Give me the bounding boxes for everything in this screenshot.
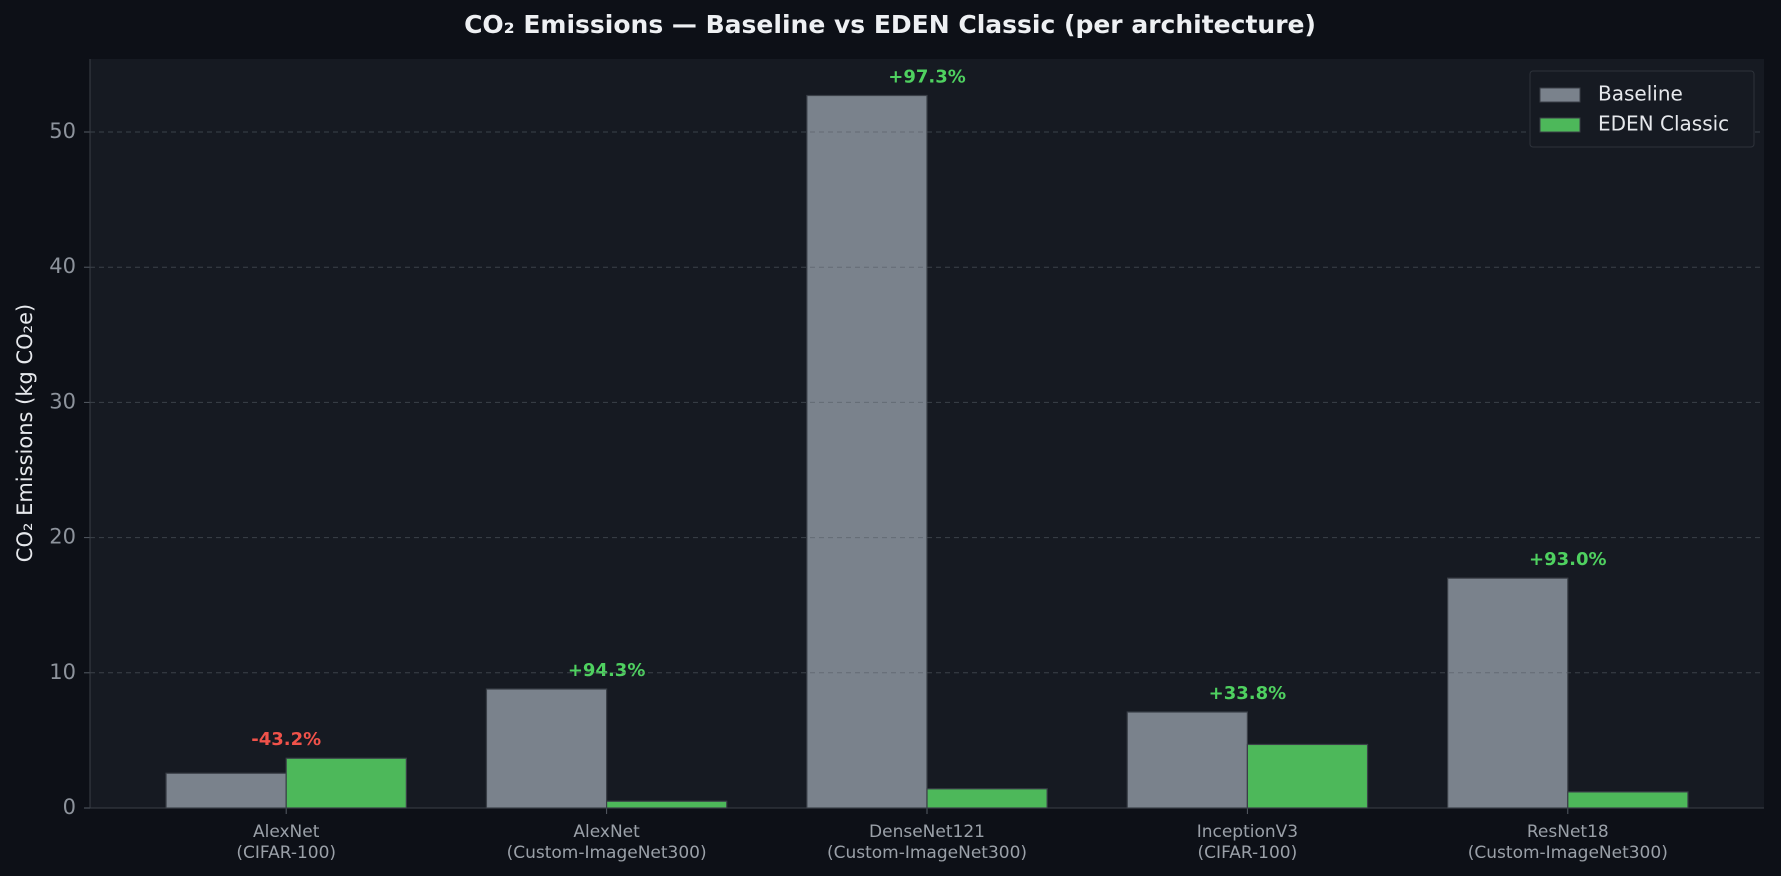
legend-box (1529, 70, 1755, 148)
legend-label: EDEN Classic (1598, 112, 1729, 136)
bar (605, 800, 728, 809)
annotation: +93.0% (1529, 549, 1607, 570)
y-tick-label: 20 (49, 525, 76, 549)
y-tick-label: 0 (63, 795, 76, 819)
bar (1126, 711, 1249, 809)
x-tick-label: InceptionV3 (CIFAR-100) (1197, 822, 1298, 863)
legend-swatch (1539, 87, 1581, 103)
annotation: +97.3% (888, 67, 966, 88)
chart-title: CO₂ Emissions — Baseline vs EDEN Classic… (464, 10, 1316, 39)
bar (926, 788, 1048, 809)
legend-label: Baseline (1598, 82, 1683, 106)
x-tick-label: AlexNet (CIFAR-100) (236, 822, 336, 863)
x-tick-label: DenseNet121 (Custom-ImageNet300) (827, 822, 1027, 863)
bar (806, 94, 928, 809)
bar (485, 688, 608, 809)
annotation: +33.8% (1209, 683, 1287, 704)
x-tick-label: ResNet18 (Custom-ImageNet300) (1468, 822, 1668, 863)
bar (1246, 743, 1369, 809)
bar (1567, 791, 1689, 809)
x-tick-label: AlexNet (Custom-ImageNet300) (507, 822, 707, 863)
annotation: -43.2% (251, 729, 321, 750)
y-tick-label: 40 (49, 254, 76, 278)
y-axis-label: CO₂ Emissions (kg CO₂e) (13, 304, 37, 562)
bar (165, 772, 287, 809)
y-tick-label: 50 (49, 119, 76, 143)
legend-swatch (1539, 117, 1581, 133)
bar (1447, 577, 1569, 809)
y-tick-label: 30 (49, 389, 76, 413)
bar (285, 757, 407, 809)
annotation: +94.3% (568, 660, 646, 681)
y-tick-label: 10 (49, 660, 76, 684)
